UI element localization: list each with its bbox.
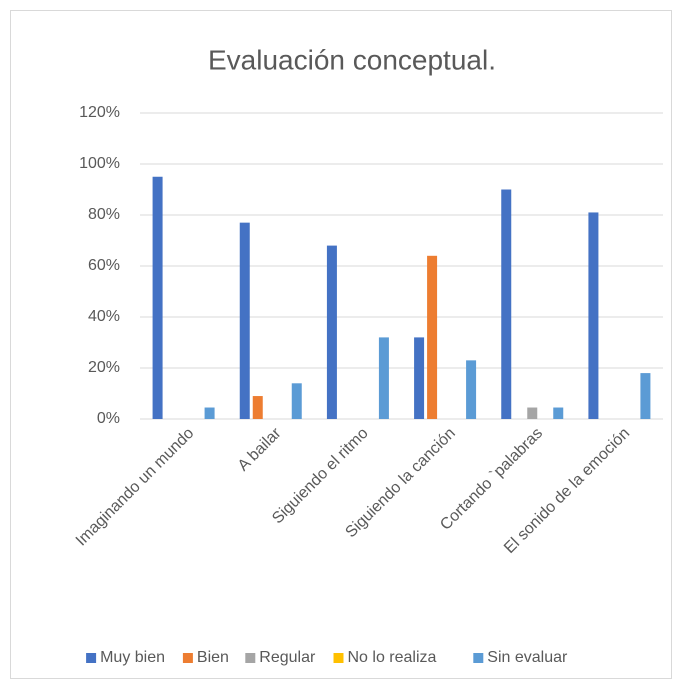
y-tick-label: 20%: [88, 359, 120, 376]
legend-swatch: [245, 653, 256, 663]
legend-label: Bien: [197, 649, 229, 666]
y-tick-label: 0%: [97, 410, 120, 427]
legend-swatch: [86, 653, 97, 663]
bar: [501, 189, 512, 419]
bar: [427, 255, 438, 419]
bar: [378, 337, 389, 419]
bar: [204, 407, 215, 419]
bar: [326, 245, 337, 419]
legend-swatch: [473, 653, 484, 663]
y-tick-label: 60%: [88, 257, 120, 274]
bar: [252, 396, 263, 419]
legend-label: Muy bien: [100, 649, 165, 666]
chart-title: Evaluación conceptual.: [208, 44, 496, 75]
bar: [152, 176, 163, 419]
legend-label: No lo realiza: [348, 649, 437, 666]
chart-frame: [10, 10, 672, 679]
legend-label: Regular: [259, 649, 316, 666]
bar: [640, 373, 651, 419]
bar: [466, 360, 477, 419]
legend-swatch: [182, 653, 193, 663]
legend-swatch: [333, 653, 344, 663]
bar: [527, 407, 538, 419]
bar: [553, 407, 564, 419]
y-tick-label: 40%: [88, 308, 120, 325]
legend-label: Sin evaluar: [487, 649, 568, 666]
y-tick-label: 100%: [79, 155, 120, 172]
y-tick-label: 120%: [79, 104, 120, 121]
bar: [291, 383, 302, 419]
bar: [588, 212, 599, 419]
y-tick-label: 80%: [88, 206, 120, 223]
bar: [239, 222, 250, 419]
bar: [414, 337, 425, 419]
